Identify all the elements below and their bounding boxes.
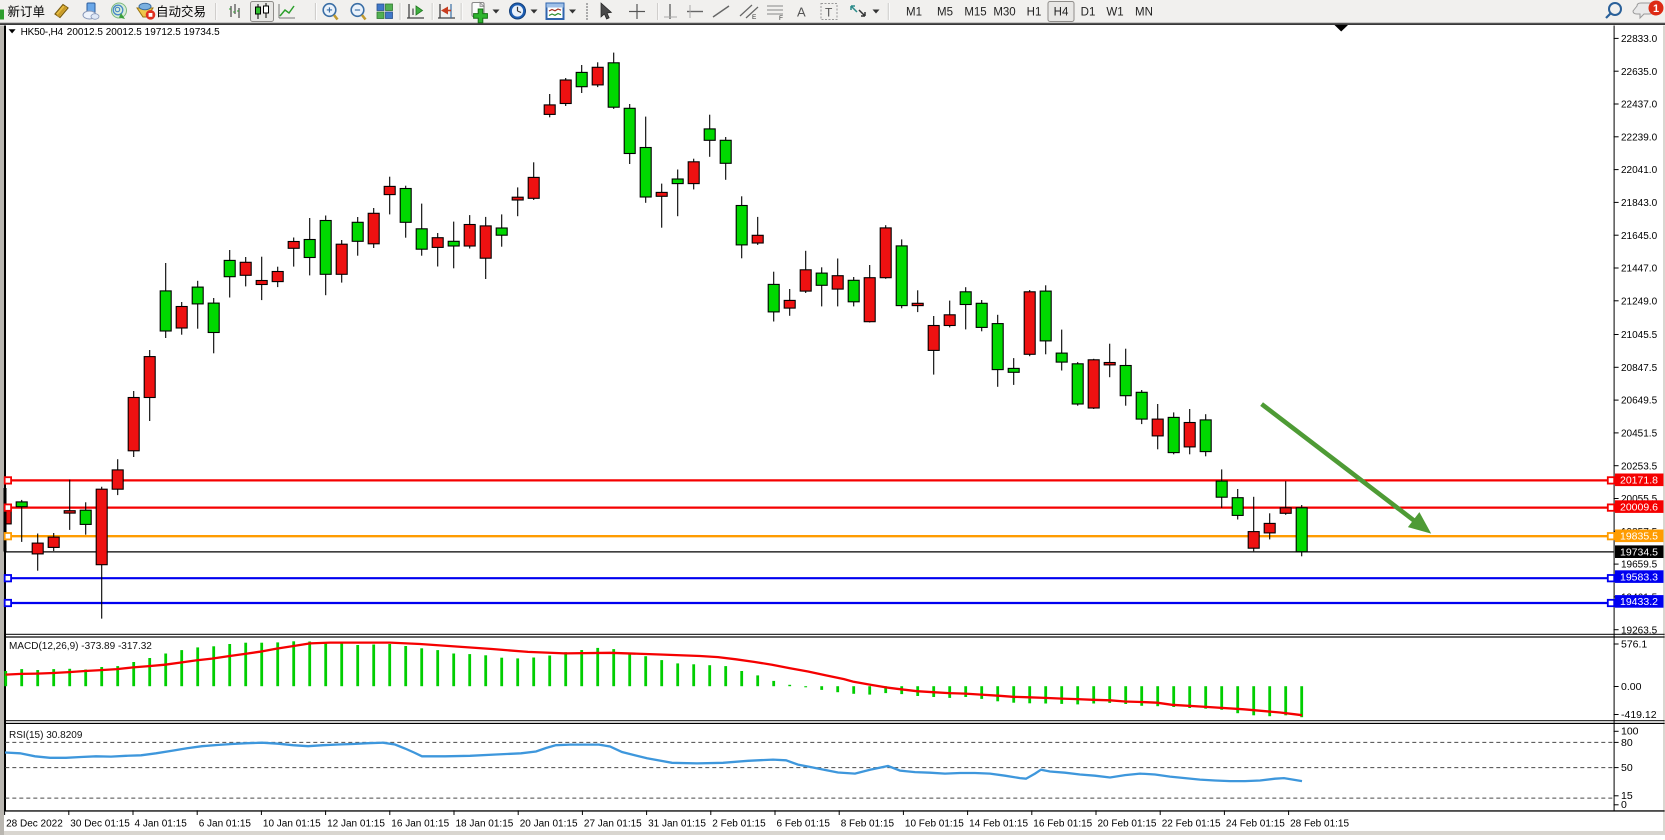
svg-text:21447.0: 21447.0 [1621,264,1658,275]
svg-text:20009.6: 20009.6 [1620,501,1658,513]
svg-text:30 Dec 01:15: 30 Dec 01:15 [70,819,130,830]
svg-text:HK50-,H4: HK50-,H4 [21,27,64,38]
svg-text:19659.5: 19659.5 [1621,560,1658,571]
svg-text:M30: M30 [993,7,1015,19]
svg-text:MN: MN [1135,7,1153,19]
svg-text:22437.0: 22437.0 [1621,100,1658,111]
svg-text:18 Jan 01:15: 18 Jan 01:15 [456,819,514,830]
svg-text:8 Feb 01:15: 8 Feb 01:15 [841,819,895,830]
svg-text:22833.0: 22833.0 [1621,34,1658,45]
svg-text:6 Feb 01:15: 6 Feb 01:15 [777,819,831,830]
svg-text:-419.12: -419.12 [1621,709,1657,721]
svg-text:E: E [752,14,757,21]
svg-text:10 Feb 01:15: 10 Feb 01:15 [905,819,964,830]
svg-text:−: − [354,5,360,17]
svg-text:H4: H4 [1054,7,1069,19]
svg-text:20847.5: 20847.5 [1621,363,1658,374]
svg-text:RSI(15) 30.8209: RSI(15) 30.8209 [9,730,83,741]
svg-text:28 Feb 01:15: 28 Feb 01:15 [1290,819,1349,830]
svg-text:16 Feb 01:15: 16 Feb 01:15 [1033,819,1092,830]
svg-text:19433.2: 19433.2 [1620,596,1658,608]
svg-text:15: 15 [1621,790,1633,802]
svg-text:24 Feb 01:15: 24 Feb 01:15 [1226,819,1285,830]
svg-text:21645.0: 21645.0 [1621,231,1658,242]
svg-text:19835.5: 19835.5 [1620,531,1658,543]
svg-text:50: 50 [1621,762,1633,774]
svg-text:0: 0 [1621,799,1627,811]
svg-text:20055.5: 20055.5 [1621,494,1658,505]
svg-text:M15: M15 [964,7,986,19]
svg-text:28 Dec 2022: 28 Dec 2022 [6,819,63,830]
svg-text:21249.0: 21249.0 [1621,296,1658,307]
svg-text:100: 100 [1621,726,1639,738]
svg-text:20012.5 20012.5 19712.5 19734.: 20012.5 20012.5 19712.5 19734.5 [67,27,220,38]
svg-text:W1: W1 [1106,7,1123,19]
svg-text:M1: M1 [906,7,922,19]
svg-text:22 Feb 01:15: 22 Feb 01:15 [1162,819,1221,830]
svg-text:4 Jan 01:15: 4 Jan 01:15 [135,819,188,830]
svg-text:1: 1 [1653,3,1659,15]
svg-text:31 Jan 01:15: 31 Jan 01:15 [648,819,706,830]
svg-text:M5: M5 [937,7,953,19]
svg-text:22041.0: 22041.0 [1621,165,1658,176]
svg-text:0.00: 0.00 [1621,681,1642,693]
svg-text:新订单: 新订单 [8,4,46,19]
svg-text:A: A [797,5,806,20]
svg-text:20 Jan 01:15: 20 Jan 01:15 [520,819,578,830]
svg-text:MACD(12,26,9) -373.89 -317.32: MACD(12,26,9) -373.89 -317.32 [9,641,152,652]
svg-text:19734.5: 19734.5 [1620,547,1658,559]
svg-text:27 Jan 01:15: 27 Jan 01:15 [584,819,642,830]
svg-text:21843.0: 21843.0 [1621,198,1658,209]
svg-text:14 Feb 01:15: 14 Feb 01:15 [969,819,1028,830]
svg-text:576.1: 576.1 [1621,639,1647,651]
svg-text:12 Jan 01:15: 12 Jan 01:15 [327,819,385,830]
svg-text:20253.5: 20253.5 [1621,461,1658,472]
svg-text:22635.0: 22635.0 [1621,67,1658,78]
svg-text:2 Feb 01:15: 2 Feb 01:15 [712,819,766,830]
svg-text:80: 80 [1621,737,1633,749]
svg-text:+: + [326,5,332,17]
svg-text:19583.3: 19583.3 [1620,571,1658,583]
svg-text:22239.0: 22239.0 [1621,132,1658,143]
svg-text:H1: H1 [1027,7,1042,19]
svg-text:6 Jan 01:15: 6 Jan 01:15 [199,819,252,830]
svg-text:F: F [779,15,783,22]
svg-text:20451.5: 20451.5 [1621,429,1658,440]
svg-text:20 Feb 01:15: 20 Feb 01:15 [1098,819,1157,830]
svg-text:T: T [825,6,833,20]
svg-text:19263.5: 19263.5 [1621,625,1658,636]
svg-text:自动交易: 自动交易 [156,4,206,19]
svg-text:20649.5: 20649.5 [1621,396,1658,407]
svg-text:D1: D1 [1081,7,1096,19]
svg-text:10 Jan 01:15: 10 Jan 01:15 [263,819,321,830]
svg-text:20171.8: 20171.8 [1620,475,1658,487]
svg-text:16 Jan 01:15: 16 Jan 01:15 [391,819,449,830]
svg-text:21045.5: 21045.5 [1621,330,1658,341]
